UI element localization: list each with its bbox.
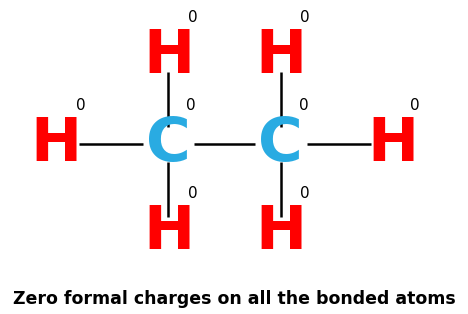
Text: 0: 0: [300, 186, 310, 201]
Text: H: H: [255, 27, 307, 86]
Text: 0: 0: [188, 10, 198, 25]
Text: H: H: [30, 115, 82, 174]
Text: H: H: [255, 203, 307, 262]
Text: 0: 0: [300, 10, 310, 25]
Text: C: C: [146, 115, 191, 174]
Text: H: H: [143, 27, 194, 86]
Text: Zero formal charges on all the bonded atoms: Zero formal charges on all the bonded at…: [13, 290, 455, 308]
Text: 0: 0: [299, 98, 308, 113]
Text: 0: 0: [76, 98, 86, 113]
Text: H: H: [367, 115, 419, 174]
Text: 0: 0: [186, 98, 196, 113]
Text: 0: 0: [410, 98, 420, 113]
Text: C: C: [258, 115, 303, 174]
Text: 0: 0: [188, 186, 198, 201]
Text: H: H: [143, 203, 194, 262]
